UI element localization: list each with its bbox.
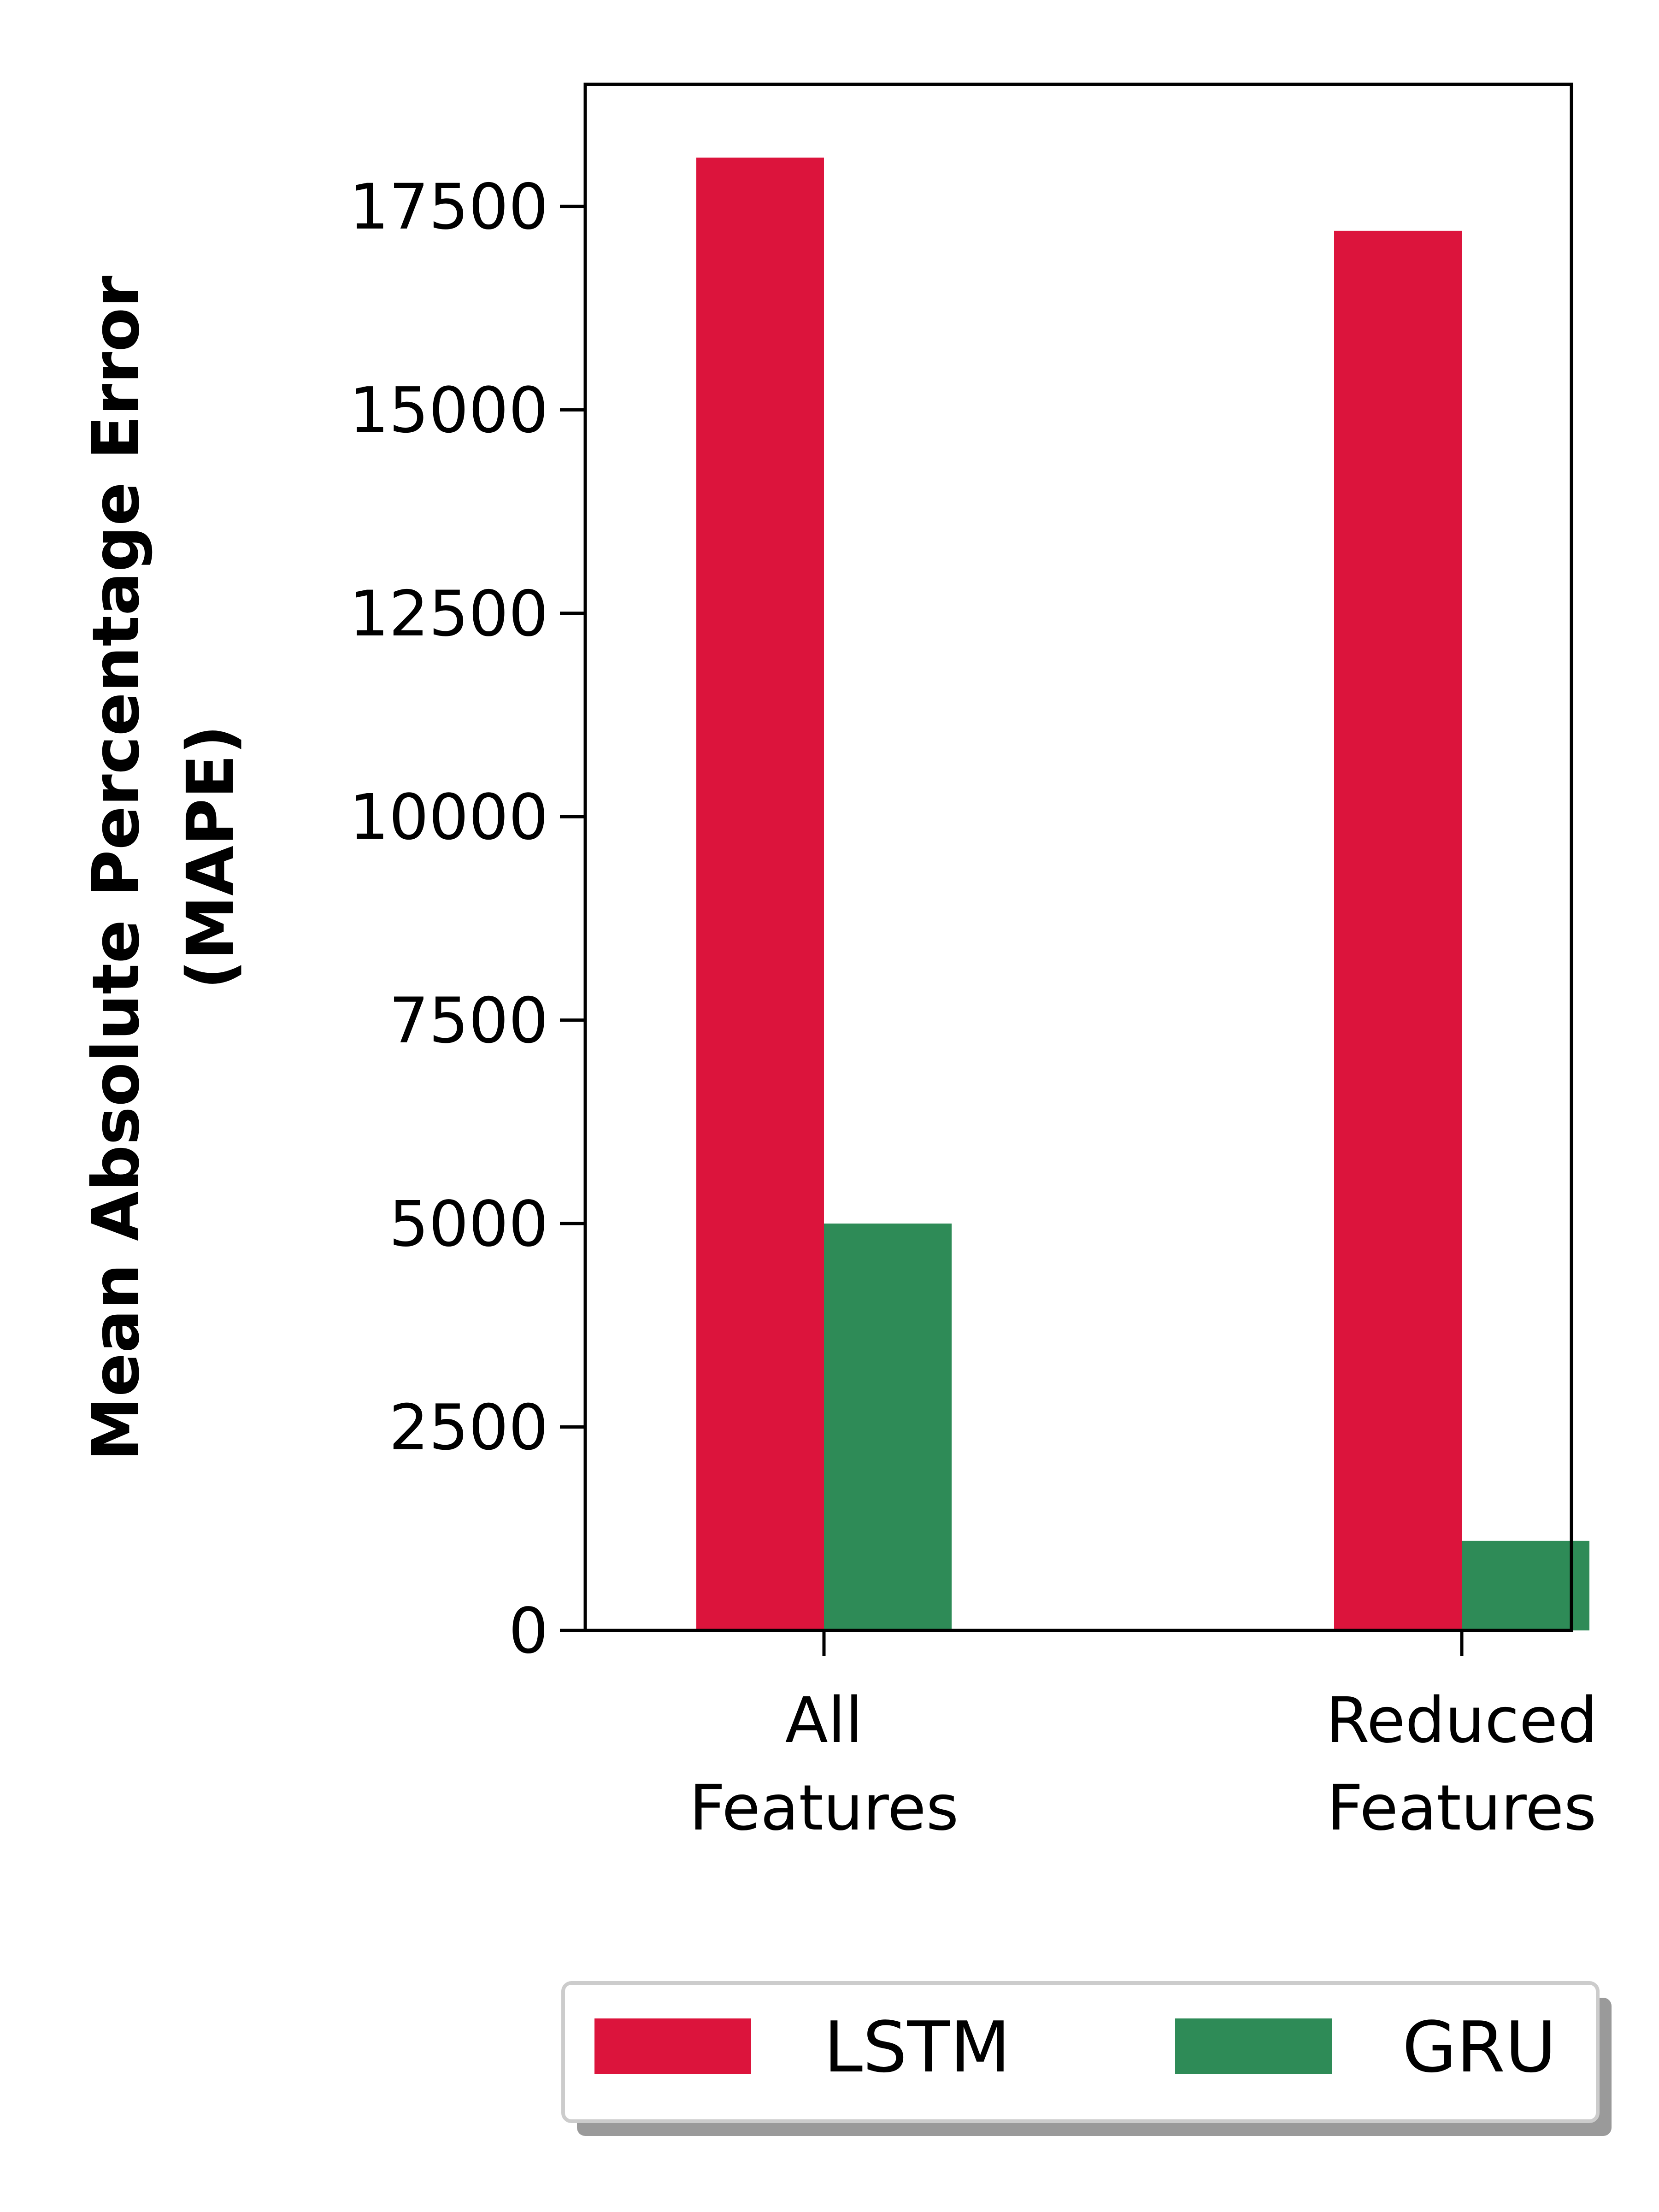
- y-tick-label-10000: 10000: [349, 781, 548, 854]
- y-tick-label-0: 0: [508, 1595, 548, 1668]
- x-category-label-line-1: All: [785, 1684, 863, 1757]
- bar-lstm-all-features: [696, 157, 824, 1630]
- y-axis-label: Mean Absolute Percentage Error (MAPE): [79, 253, 248, 1461]
- legend-swatch-gru: [1175, 2018, 1332, 2074]
- x-category-label-all-features: All Features: [689, 1684, 959, 1845]
- x-category-label-line-2: Features: [1327, 1772, 1597, 1845]
- y-tick-label-12500: 12500: [349, 578, 548, 651]
- y-tick-label-2500: 2500: [389, 1392, 548, 1465]
- x-category-label-reduced-features: Reduced Features: [1326, 1684, 1597, 1845]
- bars-group: [696, 157, 1589, 1631]
- legend-swatch-lstm: [594, 2018, 751, 2074]
- x-category-label-line-1: Reduced: [1326, 1684, 1597, 1757]
- legend: LSTM GRU: [561, 1981, 1612, 2136]
- bar-lstm-reduced-features: [1334, 230, 1462, 1631]
- y-tick-label-15000: 15000: [349, 374, 548, 447]
- legend-box: [561, 1981, 1600, 2123]
- plot-frame: [583, 82, 1573, 1632]
- legend-label-lstm: LSTM: [824, 2006, 1010, 2088]
- y-tick-label-5000: 5000: [389, 1188, 548, 1261]
- legend-label-gru: GRU: [1402, 2006, 1557, 2088]
- y-axis-label-line-1: Mean Absolute Percentage Error: [79, 276, 154, 1461]
- x-axis: All Features Reduced Features: [689, 1630, 1598, 1845]
- y-tick-label-17500: 17500: [349, 171, 548, 244]
- y-axis-label-line-2: (MAPE): [173, 725, 248, 989]
- bar-gru-reduced-features: [1462, 1541, 1589, 1630]
- x-category-label-line-2: Features: [689, 1772, 959, 1845]
- y-axis: 0 2500 5000 7500 10000 12500 15000 17500: [349, 171, 585, 1668]
- y-tick-label-7500: 7500: [389, 985, 548, 1058]
- bar-gru-all-features: [824, 1224, 952, 1630]
